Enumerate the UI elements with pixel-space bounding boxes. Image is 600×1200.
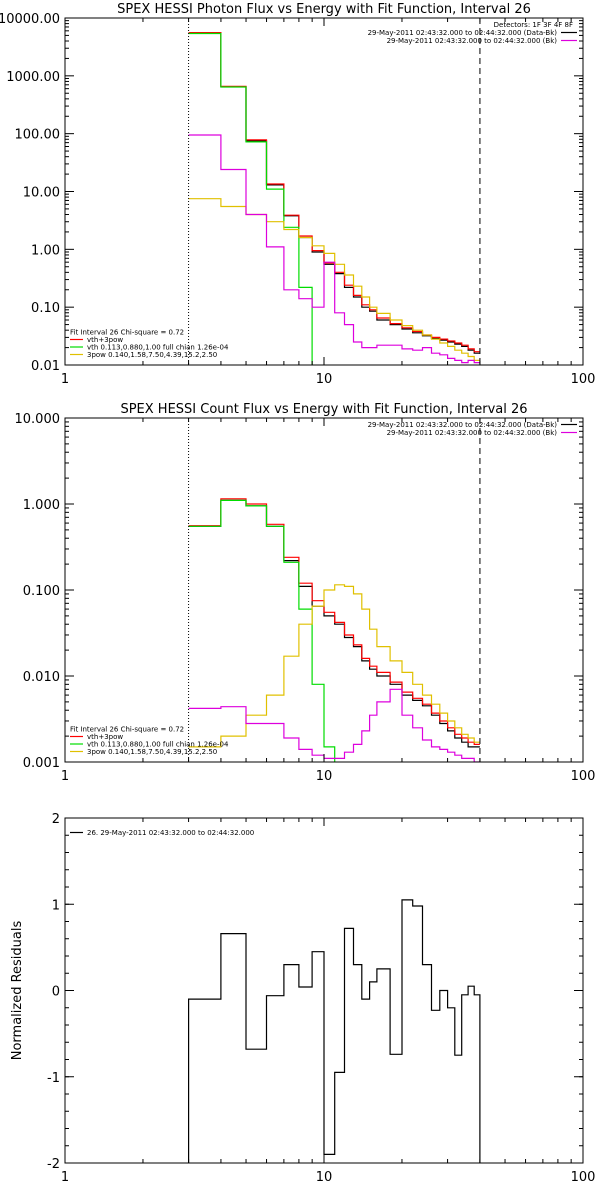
plot-frame: [64, 17, 584, 366]
x-tick-label: 10: [316, 372, 333, 387]
x-tick-label: 1: [61, 1170, 69, 1185]
series-green-line: [188, 499, 336, 762]
x-tick-label: 1: [61, 769, 69, 784]
series-group: [188, 498, 480, 762]
y-tick-label: 0.10: [31, 301, 60, 316]
y-tick-label: 10.000: [15, 412, 61, 427]
y-tick-label: 0.010: [23, 670, 60, 685]
plot-panel-1: SPEX HESSI Photon Flux vs Energy with Fi…: [0, 2, 596, 387]
y-tick-label: -1: [47, 1071, 60, 1086]
y-tick-label: 1000.00: [6, 70, 60, 85]
y-tick-label: 1.00: [31, 243, 60, 258]
x-tick-label: 100: [571, 372, 596, 387]
chart-title: SPEX HESSI Count Flux vs Energy with Fit…: [120, 402, 527, 417]
legend-header: Detectors: 1F 3F 4F 8F: [494, 21, 573, 29]
y-tick-label: 1: [52, 898, 60, 913]
series-green-line: [188, 32, 313, 365]
y-tick-label: 0.001: [23, 756, 60, 771]
x-tick-label: 10: [316, 769, 333, 784]
y-tick-label: 1.000: [23, 498, 60, 513]
series-red-line: [188, 32, 480, 353]
legend-entry-label: 29-May-2011 02:43:32.000 to 02:44:32.000…: [368, 29, 558, 37]
legend-entry-label: 3pow 0.140,1.58,7.50,4.39,15.2,2.50: [87, 351, 217, 359]
legend-header: Fit Interval 26 Chi-square = 0.72: [70, 329, 184, 337]
chart-title: SPEX HESSI Photon Flux vs Energy with Fi…: [117, 2, 531, 17]
legend-header: Fit Interval 26 Chi-square = 0.72: [70, 726, 184, 734]
series-yellow-line: [188, 584, 480, 748]
plot-panel-2: SPEX HESSI Count Flux vs Energy with Fit…: [15, 402, 596, 784]
y-tick-label: 2: [52, 812, 60, 827]
series-group: [188, 32, 480, 365]
y-tick-label: 0.100: [23, 584, 60, 599]
series-group: [188, 899, 481, 1163]
y-tick-label: 10.00: [23, 186, 60, 201]
series-red-line: [188, 498, 480, 745]
y-tick-label: 10000.00: [0, 12, 60, 27]
legend-entry-label: vth 0.113,0.880,1.00 full chian 1.26e-04: [87, 741, 229, 749]
legend-entry-label: 26. 29-May-2011 02:43:32.000 to 02:44:32…: [87, 829, 254, 837]
y-tick-label: 0.01: [31, 359, 60, 374]
legend-entry-label: 29-May-2011 02:43:32.000 to 02:44:32.000…: [368, 421, 558, 429]
series-magenta-line: [188, 134, 480, 364]
series-yellow-line: [188, 198, 480, 361]
y-tick-label: -2: [47, 1157, 60, 1172]
y-axis-label: Normalized Residuals: [10, 921, 25, 1061]
series-black-line: [188, 899, 481, 1163]
series-black-line: [188, 499, 480, 748]
x-tick-label: 100: [571, 769, 596, 784]
x-tick-label: 100: [571, 1170, 596, 1185]
x-tick-label: 1: [61, 372, 69, 387]
legend-entry-label: 29-May-2011 02:43:32.000 to 02:44:32.000…: [387, 429, 558, 437]
legend-entry-label: vth 0.113,0.880,1.00 full chian 1.26e-04: [87, 344, 229, 352]
y-tick-label: 0: [52, 985, 60, 1000]
legend-entry-label: vth+3pow: [87, 733, 123, 741]
x-tick-label: 10: [316, 1170, 333, 1185]
series-magenta-line: [188, 688, 480, 762]
y-tick-label: 100.00: [15, 128, 61, 143]
legend-entry-label: vth+3pow: [87, 336, 123, 344]
legend-entry-label: 29-May-2011 02:43:32.000 to 02:44:32.000…: [387, 37, 558, 45]
legend-entry-label: 3pow 0.140,1.58,7.50,4.39,15.2,2.50: [87, 748, 217, 756]
plot-panel-3: 1 10 100 -2 -1 0 1 2 Normalized Residuals 26. 29-…: [10, 812, 595, 1185]
